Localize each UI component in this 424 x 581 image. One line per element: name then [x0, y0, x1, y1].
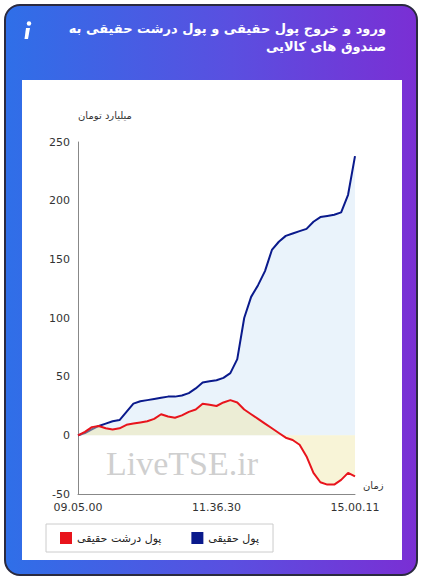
svg-text:11.36.30: 11.36.30	[192, 501, 241, 514]
svg-text:150: 150	[49, 253, 70, 266]
svg-text:09.05.00: 09.05.00	[54, 501, 103, 514]
svg-text:100: 100	[49, 312, 70, 325]
svg-text:LiveTSE.ir: LiveTSE.ir	[106, 445, 259, 482]
svg-text:میلیارد تومان: میلیارد تومان	[78, 110, 132, 121]
svg-text:پول حقیقی: پول حقیقی	[208, 532, 259, 545]
svg-text:250: 250	[49, 136, 70, 149]
svg-text:پول درشت حقیقی: پول درشت حقیقی	[77, 532, 161, 545]
svg-text:15.00.11: 15.00.11	[331, 501, 380, 514]
svg-text:0: 0	[63, 429, 70, 442]
html-text:ورود و خروج پول حقیقی و پول در: ورود و خروج پول حقیقی و پول درشت حقیقی ب…	[68, 21, 386, 54]
svg-text:50: 50	[56, 370, 70, 383]
svg-text:200: 200	[49, 194, 70, 207]
svg-text:زمان: زمان	[363, 480, 384, 491]
svg-text:-50: -50	[52, 488, 70, 501]
